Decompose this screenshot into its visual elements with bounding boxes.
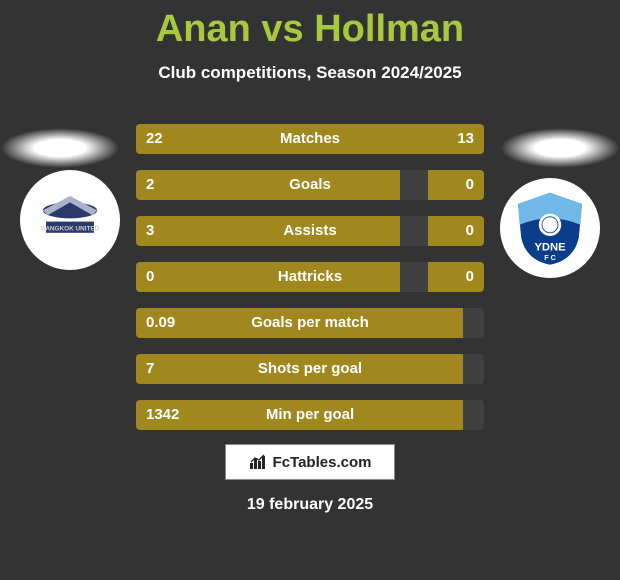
stat-row: 2213Matches: [136, 124, 484, 154]
stats-container: 2213Matches 20Goals 30Assists 00Hattricks 0.…: [136, 124, 484, 446]
spotlight-left: [0, 128, 120, 168]
team-logo-right: YDNE F C: [500, 178, 600, 278]
stat-row: 30Assists: [136, 216, 484, 246]
svg-text:YDNE: YDNE: [534, 241, 566, 253]
chart-icon: [249, 453, 267, 471]
page-title: Anan vs Hollman: [0, 0, 620, 51]
subtitle: Club competitions, Season 2024/2025: [0, 63, 620, 83]
stat-row: 1342Min per goal: [136, 400, 484, 430]
svg-text:BANGKOK UNITED: BANGKOK UNITED: [41, 225, 100, 232]
sydney-fc-icon: YDNE F C: [510, 188, 590, 268]
spotlight-right: [500, 128, 620, 168]
stat-label: Goals: [136, 170, 484, 200]
stat-label: Min per goal: [136, 400, 484, 430]
stat-row: 20Goals: [136, 170, 484, 200]
date-label: 19 february 2025: [0, 496, 620, 514]
svg-text:F C: F C: [544, 253, 556, 262]
footer-label: FcTables.com: [273, 454, 372, 471]
stat-label: Goals per match: [136, 308, 484, 338]
stat-row: 0.09Goals per match: [136, 308, 484, 338]
stat-label: Hattricks: [136, 262, 484, 292]
stat-label: Matches: [136, 124, 484, 154]
bangkok-united-icon: BANGKOK UNITED: [30, 180, 110, 260]
stat-label: Assists: [136, 216, 484, 246]
stat-label: Shots per goal: [136, 354, 484, 384]
stat-row: 7Shots per goal: [136, 354, 484, 384]
team-logo-left: BANGKOK UNITED: [20, 170, 120, 270]
footer-badge: FcTables.com: [225, 444, 395, 480]
stat-row: 00Hattricks: [136, 262, 484, 292]
